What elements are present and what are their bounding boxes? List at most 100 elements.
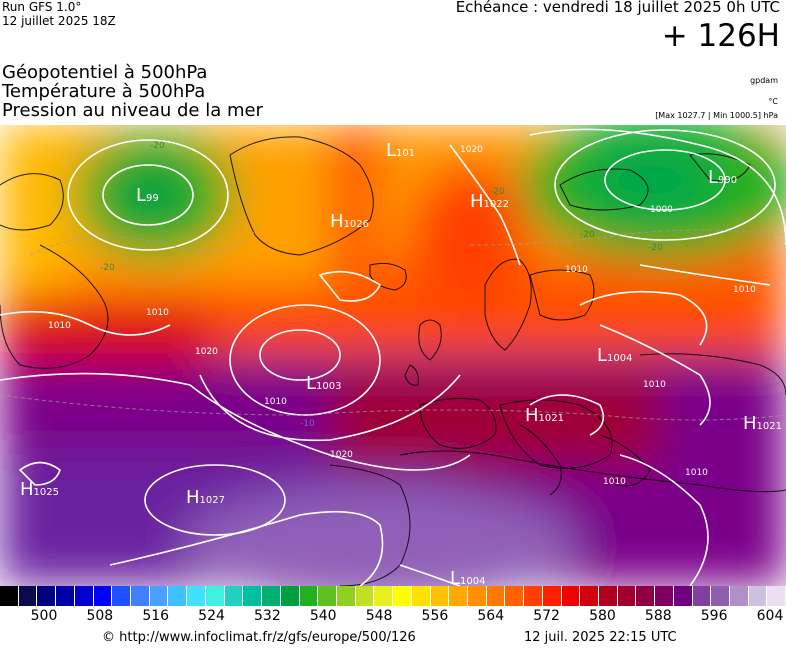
colorbar-swatch (112, 586, 132, 606)
colorbar-swatch (168, 586, 188, 606)
coastlines (0, 136, 786, 586)
colorbar-swatch (486, 586, 506, 606)
title-temperature: Température à 500hPa (2, 81, 206, 102)
run-label: Run GFS 1.0° (2, 0, 82, 14)
colorbar-tick-label: 548 (365, 608, 393, 624)
temp-label: -20 (580, 230, 595, 240)
colorbar-tick-label: 572 (533, 608, 560, 624)
colorbar-swatch (224, 586, 244, 606)
isobar-label: 1010 (146, 308, 169, 318)
colorbar-swatch (74, 586, 94, 606)
generated-date: 12 juil. 2025 22:15 UTC (524, 630, 677, 645)
pc-L-3: L990 (708, 167, 738, 188)
colorbar (0, 586, 786, 606)
colorbar-swatch (692, 586, 712, 606)
temp-label: -20 (150, 141, 165, 151)
pressure-range: [Max 1027.7 | Min 1000.5] hPa (655, 111, 778, 120)
isobar-label: 1010 (48, 321, 71, 331)
colorbar-swatch (355, 586, 375, 606)
pc-L-6: L1004 (450, 568, 486, 586)
isobar-label: 1000 (650, 205, 673, 215)
colorbar-swatch (711, 586, 731, 606)
source-url[interactable]: © http://www.infoclimat.fr/z/gfs/europe/… (102, 630, 416, 645)
pc-H-1: H1026 (330, 211, 369, 232)
colorbar-tick-label: 556 (421, 608, 449, 624)
colorbar-swatch (524, 586, 543, 606)
pc-H-2: H1022 (470, 191, 509, 212)
forecast-horizon: + 126H (661, 18, 780, 54)
colorbar-swatch (205, 586, 225, 606)
colorbar-tick-label: 596 (700, 608, 728, 624)
temp-label: -20 (490, 187, 505, 197)
colorbar-swatch (430, 586, 450, 606)
pc-L-2: L101 (386, 140, 416, 161)
temperature-field (0, 125, 786, 586)
isobar-label: 1010 (733, 285, 756, 295)
pc-H-3: H1021 (525, 405, 564, 426)
colorbar-swatch (767, 586, 786, 606)
isobar-label: 1020 (195, 347, 218, 357)
colorbar-swatch (56, 586, 75, 606)
isobar-label: 1010 (264, 397, 287, 407)
temp-label: -20 (100, 263, 115, 273)
isobar-label: 1020 (330, 450, 353, 460)
colorbar-tick-label: 516 (142, 608, 170, 624)
unit-geopotential: gpdam (750, 76, 778, 85)
pc-H-4: H1021 (743, 413, 782, 434)
pc-H-5: H1025 (20, 479, 59, 500)
colorbar-tick-label: 524 (198, 608, 225, 624)
colorbar-swatch (393, 586, 412, 606)
colorbar-tick-label: 604 (756, 608, 784, 624)
isobar-label: 1010 (685, 468, 708, 478)
temp-label: -10 (300, 419, 315, 429)
colorbar-swatch (655, 586, 674, 606)
isobar-label: 1010 (603, 477, 626, 487)
colorbar-swatch (561, 586, 581, 606)
colorbar-swatch (505, 586, 525, 606)
colorbar-swatch (730, 586, 749, 606)
colorbar-swatch (449, 586, 468, 606)
colorbar-swatch (187, 586, 206, 606)
weather-map: L99 L101 H1026 H1022 L990 L1004 L1003 H1… (0, 125, 786, 586)
isobars (0, 128, 786, 586)
colorbar-tick-label: 564 (477, 608, 505, 624)
pc-L-4: L1004 (597, 345, 633, 366)
isobar-label: 1020 (460, 145, 483, 155)
colorbar-swatch (748, 586, 768, 606)
map-svg (0, 125, 786, 586)
colorbar-swatch (542, 586, 562, 606)
colorbar-swatch (467, 586, 487, 606)
isobar-label: 1010 (643, 380, 666, 390)
colorbar-swatch (280, 586, 300, 606)
pc-H-6: H1027 (186, 487, 225, 508)
colorbar-swatch (580, 586, 599, 606)
temp-label: -20 (648, 243, 663, 253)
colorbar-swatch (18, 586, 38, 606)
pc-L-1: L99 (136, 185, 159, 206)
colorbar-swatch (299, 586, 319, 606)
colorbar-swatch (411, 586, 431, 606)
isobar-label: 1010 (565, 265, 588, 275)
colorbar-ticks: 500 508 516 524 532 540 548 556 564 572 580 588 596 6… (0, 608, 786, 628)
forecast-valid-time: Échéance : vendredi 18 juillet 2025 0h U… (455, 0, 780, 16)
colorbar-swatch (149, 586, 169, 606)
colorbar-swatch (262, 586, 281, 606)
title-geopotential: Géopotentiel à 500hPa (2, 62, 208, 83)
colorbar-swatch (37, 586, 57, 606)
colorbar-swatch (617, 586, 637, 606)
colorbar-swatch (318, 586, 337, 606)
colorbar-swatch (0, 586, 19, 606)
pc-L-5: L1003 (306, 373, 342, 394)
colorbar-swatch (131, 586, 150, 606)
colorbar-swatch (243, 586, 263, 606)
colorbar-swatch (336, 586, 356, 606)
colorbar-tick-label: 540 (309, 608, 337, 624)
temp-isotherms (0, 224, 786, 421)
colorbar-swatch (636, 586, 656, 606)
colorbar-tick-label: 532 (254, 608, 281, 624)
unit-temperature: °C (768, 97, 778, 106)
colorbar-swatch (673, 586, 693, 606)
colorbar-tick-label: 500 (30, 608, 58, 624)
run-date: 12 juillet 2025 18Z (2, 14, 116, 28)
colorbar-tick-label: 508 (86, 608, 114, 624)
